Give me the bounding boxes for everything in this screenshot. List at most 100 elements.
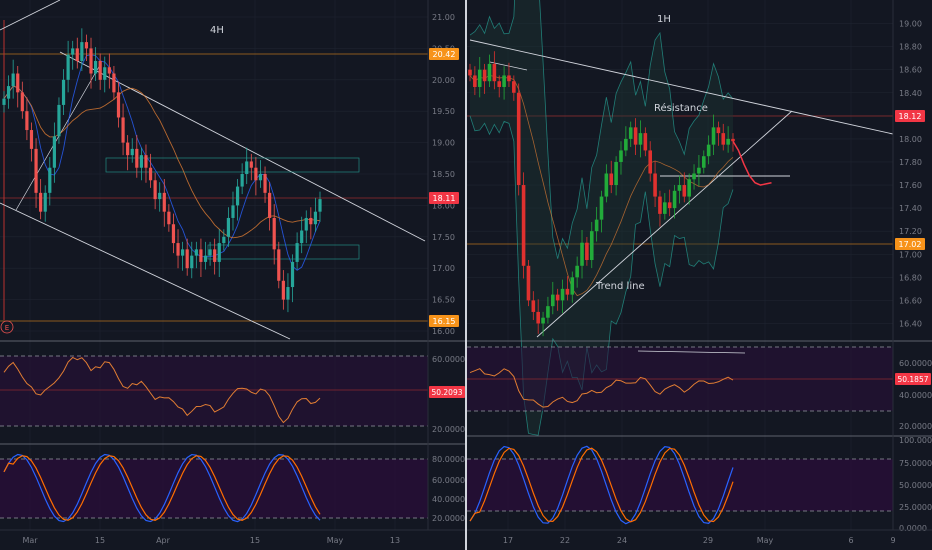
left-candle: [75, 48, 79, 61]
left-candle: [281, 280, 285, 300]
right-candle: [497, 81, 502, 87]
left-price-tick: 18.50: [432, 170, 455, 179]
right-price-tick: 16.80: [899, 273, 922, 282]
right-candle: [682, 185, 687, 197]
left-candle: [130, 148, 134, 156]
right-price-tick: 18.40: [899, 89, 922, 98]
panel-divider[interactable]: [465, 0, 467, 550]
left-stoch-tick: 60.0000: [432, 476, 465, 485]
left-candle: [66, 54, 70, 80]
left-candle: [199, 249, 203, 262]
left-candle: [277, 249, 281, 281]
left-ma-slow: [3, 85, 321, 239]
right-price-tick: 17.60: [899, 181, 922, 190]
left-candle: [190, 255, 194, 269]
left-candle: [185, 249, 189, 269]
left-candle: [313, 211, 318, 225]
left-candle: [34, 148, 38, 193]
left-candle: [144, 155, 148, 168]
left-price-axis[interactable]: 21.0020.5020.0019.5019.0018.5018.0017.50…: [429, 13, 459, 336]
right-candle: [473, 75, 477, 87]
right-resistance-trendline: [469, 39, 894, 135]
right-trendline: [536, 110, 793, 338]
left-candle: [290, 261, 295, 288]
right-candle: [589, 231, 594, 261]
left-moving-averages: [3, 54, 321, 271]
right-candle: [468, 69, 472, 76]
left-event-marker[interactable]: [0, 320, 14, 334]
right-candle: [614, 161, 618, 186]
right-price-tag: [895, 238, 925, 250]
left-candle: [309, 217, 313, 225]
right-candle: [701, 156, 706, 168]
left-upper-trendline: [59, 51, 426, 242]
right-candle: [706, 144, 711, 157]
left-price-tag: [429, 192, 459, 204]
right-candle: [526, 265, 531, 301]
left-time-tick: Mar: [22, 536, 38, 545]
right-stoch-d-line: [469, 447, 734, 523]
left-ma-fast: [3, 54, 321, 271]
left-candle: [112, 73, 116, 93]
left-candle: [222, 236, 226, 244]
right-candle: [697, 167, 701, 174]
left-candle: [249, 161, 253, 168]
left-candle: [121, 117, 125, 143]
left-price-tick: 16.50: [432, 296, 455, 305]
left-main-pane: [0, 0, 428, 341]
right-candle: [633, 127, 638, 145]
left-candle: [300, 230, 304, 244]
left-price-tick: 17.50: [432, 233, 455, 242]
right-price-tick: 18.00: [899, 135, 922, 144]
right-candle: [477, 69, 482, 87]
right-candle: [536, 311, 540, 324]
left-candle: [181, 249, 185, 256]
left-support-zone: [207, 244, 360, 260]
right-time-tick: 22: [560, 536, 570, 545]
left-rsi-line: [3, 356, 321, 424]
right-stoch-axis: 100.0000 75.0000 50.0000 25.0000 0.0000: [899, 436, 932, 533]
left-rsi-tick: 60.0000: [432, 355, 465, 364]
right-candle: [604, 173, 609, 197]
right-price-tick: 18.80: [899, 43, 922, 52]
left-stoch-band: [0, 459, 428, 518]
left-candle: [98, 60, 102, 80]
left-time-tick: Apr: [156, 536, 171, 545]
right-candle: [628, 127, 633, 139]
left-time-axis[interactable]: Mar 15 Apr 15 May 13: [22, 536, 400, 545]
right-time-tick: 17: [503, 536, 513, 545]
right-price-tick: 18.60: [899, 66, 922, 75]
left-candle: [103, 67, 107, 80]
right-candle: [721, 133, 726, 145]
right-candle: [648, 150, 653, 174]
right-candle: [580, 242, 584, 266]
right-rsi-tick: 20.0000: [899, 422, 932, 431]
right-stoch-tick: 0.0000: [899, 524, 927, 533]
right-candle: [565, 288, 570, 295]
right-forecast-path: [732, 140, 772, 186]
right-candle: [638, 133, 643, 145]
left-candle: [318, 199, 322, 212]
right-time-tick: 24: [617, 536, 627, 545]
right-candle: [624, 138, 628, 151]
left-candle: [176, 243, 180, 256]
right-time-axis[interactable]: 17 22 24 29 May 6 9: [503, 536, 896, 545]
right-candle: [507, 75, 511, 82]
right-stoch-pane: [467, 445, 893, 525]
left-candle: [48, 167, 52, 193]
left-candle: [116, 92, 121, 118]
left-time-tick: May: [327, 536, 344, 545]
left-price-tick: 19.00: [432, 139, 455, 148]
left-resistance-zone: [105, 157, 360, 173]
left-candle: [80, 42, 84, 61]
left-time-tick: 13: [390, 536, 400, 545]
right-candle: [482, 69, 487, 82]
left-short-trendline: [15, 64, 101, 211]
left-candle: [217, 243, 221, 262]
right-time-tick: 6: [848, 536, 853, 545]
left-event-marker-label: E: [5, 324, 9, 332]
left-candle: [20, 92, 24, 112]
right-price-axis[interactable]: 19.0018.8018.6018.4018.2018.0017.8017.60…: [895, 20, 925, 329]
right-rsi-tag-label: 50.1857: [897, 375, 928, 384]
left-candle: [194, 249, 198, 256]
